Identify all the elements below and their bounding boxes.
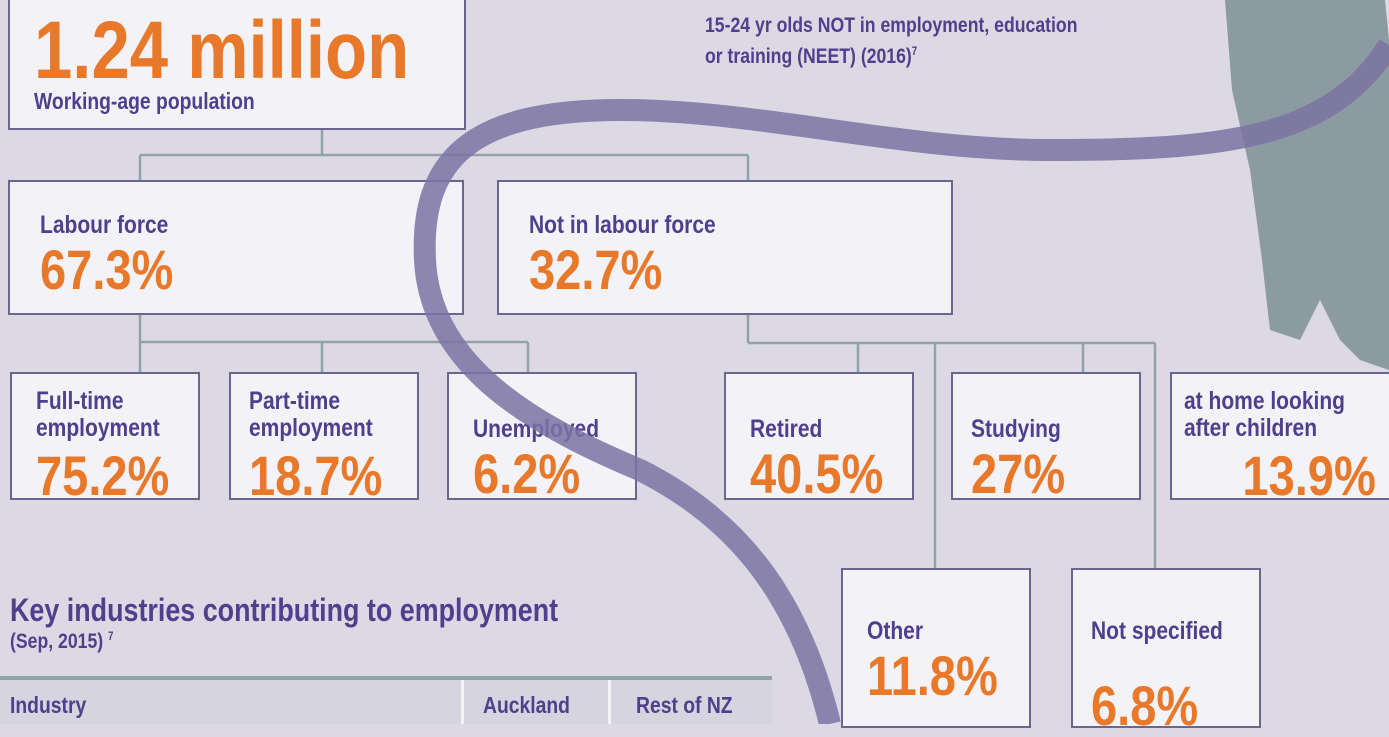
node-box: Other 11.8% [841,568,1031,728]
node-box: Part-time employment 18.7% [229,372,419,504]
node-value: 6.8% [1091,678,1219,734]
text: 18.7% [249,444,383,507]
top-value: 1.24 million [34,10,481,92]
node-box: Not in labour force 32.7% [497,180,953,315]
text: Other [867,617,924,645]
text: 67.3% [40,238,174,301]
node-label: Part-time employment [249,388,415,442]
text: 1.24 million [34,5,410,96]
text: Working-age population [34,88,255,114]
node-value: 13.9% [1217,448,1376,504]
text: Studying [971,415,1061,443]
top-label: Working-age population [34,88,297,115]
node-box: Retired 40.5% [724,372,914,502]
text: Not in labour force [529,211,716,239]
node-value: 27% [971,446,1083,502]
text: 27% [971,442,1066,505]
text: Unemployed [473,415,600,443]
note: 7 [108,631,114,643]
text: Rest of NZ [636,692,733,718]
node-value: 40.5% [750,446,909,502]
section-title: Key industries contributing to employmen… [10,592,663,629]
text: (Sep, 2015) 7 [10,630,113,654]
text: 32.7% [529,238,663,301]
node-label: at home looking after children [1184,388,1388,442]
node-label: Not in labour force [529,212,949,239]
text: Part-time employment [249,387,373,442]
node-label: Other [867,618,1027,645]
node-box: Unemployed 6.2% [447,372,637,502]
person-silhouette [1225,0,1389,370]
node-box: at home looking after children 13.9% [1170,372,1389,504]
node-value: 67.3% [40,242,199,298]
node-value: 6.2% [473,446,601,502]
text: 6.8% [1091,674,1199,737]
text: 15-24 yr olds NOT in employment, educati… [705,12,1077,70]
text: Not specified [1091,617,1223,645]
node-value: 75.2% [36,448,195,504]
text: at home looking after children [1184,387,1346,442]
node-label: Unemployed [473,416,633,443]
section-subtitle: (Sep, 2015) 7 [10,630,133,654]
text: 75.2% [36,444,170,507]
node-label: Full-time employment [36,388,196,442]
text: Labour force [40,211,169,239]
header-cell: Rest of NZ [636,692,751,719]
table-header: Industry Auckland Rest of NZ [0,676,772,724]
node-box: Not specified 6.8% [1071,568,1261,734]
node-box: Labour force 67.3% [8,180,464,315]
text: Full-time employment [36,387,160,442]
note: 7 [911,46,918,58]
text: 11.8% [867,644,998,707]
text: Industry [10,692,87,718]
node-box: Full-time employment 75.2% [10,372,200,504]
text: (Sep, 2015) [10,630,104,653]
node-value: 32.7% [529,242,688,298]
text: 13.9% [1242,444,1376,507]
header-cell: Industry [10,692,101,719]
top-box: 1.24 million Working-age population [8,0,466,130]
text: Auckland [483,692,570,718]
text: Key industries contributing to employmen… [10,592,559,628]
neet-text: 15-24 yr olds NOT in employment, educati… [705,12,1148,70]
text: 6.2% [473,442,581,505]
text: 15-24 yr olds NOT in employment, educati… [705,14,1078,37]
node-value: 18.7% [249,448,408,504]
text: 40.5% [750,442,884,505]
node-label: Labour force [40,212,460,239]
separator [461,680,464,724]
node-box: Studying 27% [951,372,1141,502]
node-label: Studying [971,416,1137,443]
text: Retired [750,415,823,443]
separator [608,680,611,724]
node-value: 11.8% [867,648,1023,704]
text: or training (NEET) (2016) [705,45,912,68]
header-cell: Auckland [483,692,587,719]
node-label: Not specified [1091,618,1257,645]
node-label: Retired [750,416,910,443]
